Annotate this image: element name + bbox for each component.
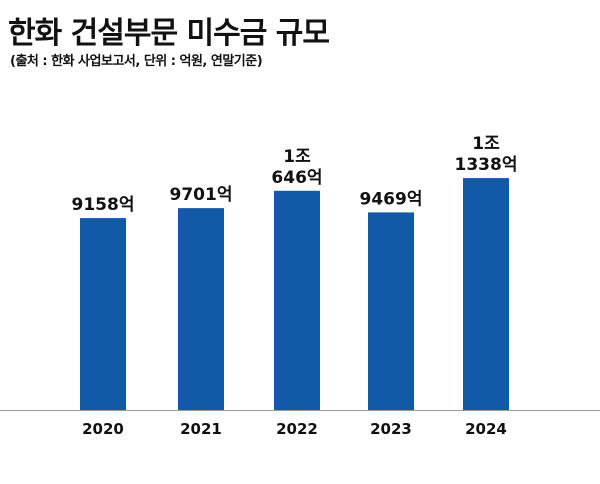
x-tick-label: 2023 xyxy=(370,420,412,438)
data-label-2024: 1조 xyxy=(472,134,500,154)
x-tick-label: 2022 xyxy=(276,420,318,438)
bar-2023 xyxy=(368,212,414,410)
bar-2024 xyxy=(463,178,509,410)
data-label-2024: 1338억 xyxy=(455,155,518,175)
data-label-2023: 9469억 xyxy=(360,189,423,209)
chart-title: 한화 건설부문 미수금 규모 xyxy=(8,16,330,51)
data-label-2022: 646억 xyxy=(271,168,322,188)
data-label-2022: 1조 xyxy=(283,147,311,167)
bar-2020 xyxy=(80,218,126,410)
bar-2022 xyxy=(274,190,320,410)
data-label-2020: 9158억 xyxy=(72,195,135,215)
x-tick-label: 2021 xyxy=(180,420,222,438)
x-tick-label: 2020 xyxy=(82,420,124,438)
bar-2021 xyxy=(178,208,224,410)
x-tick-label: 2024 xyxy=(465,420,507,438)
data-label-2021: 9701억 xyxy=(170,185,233,205)
chart-subtitle: (출처 : 한화 사업보고서, 단위 : 억원, 연말기준) xyxy=(10,54,263,69)
